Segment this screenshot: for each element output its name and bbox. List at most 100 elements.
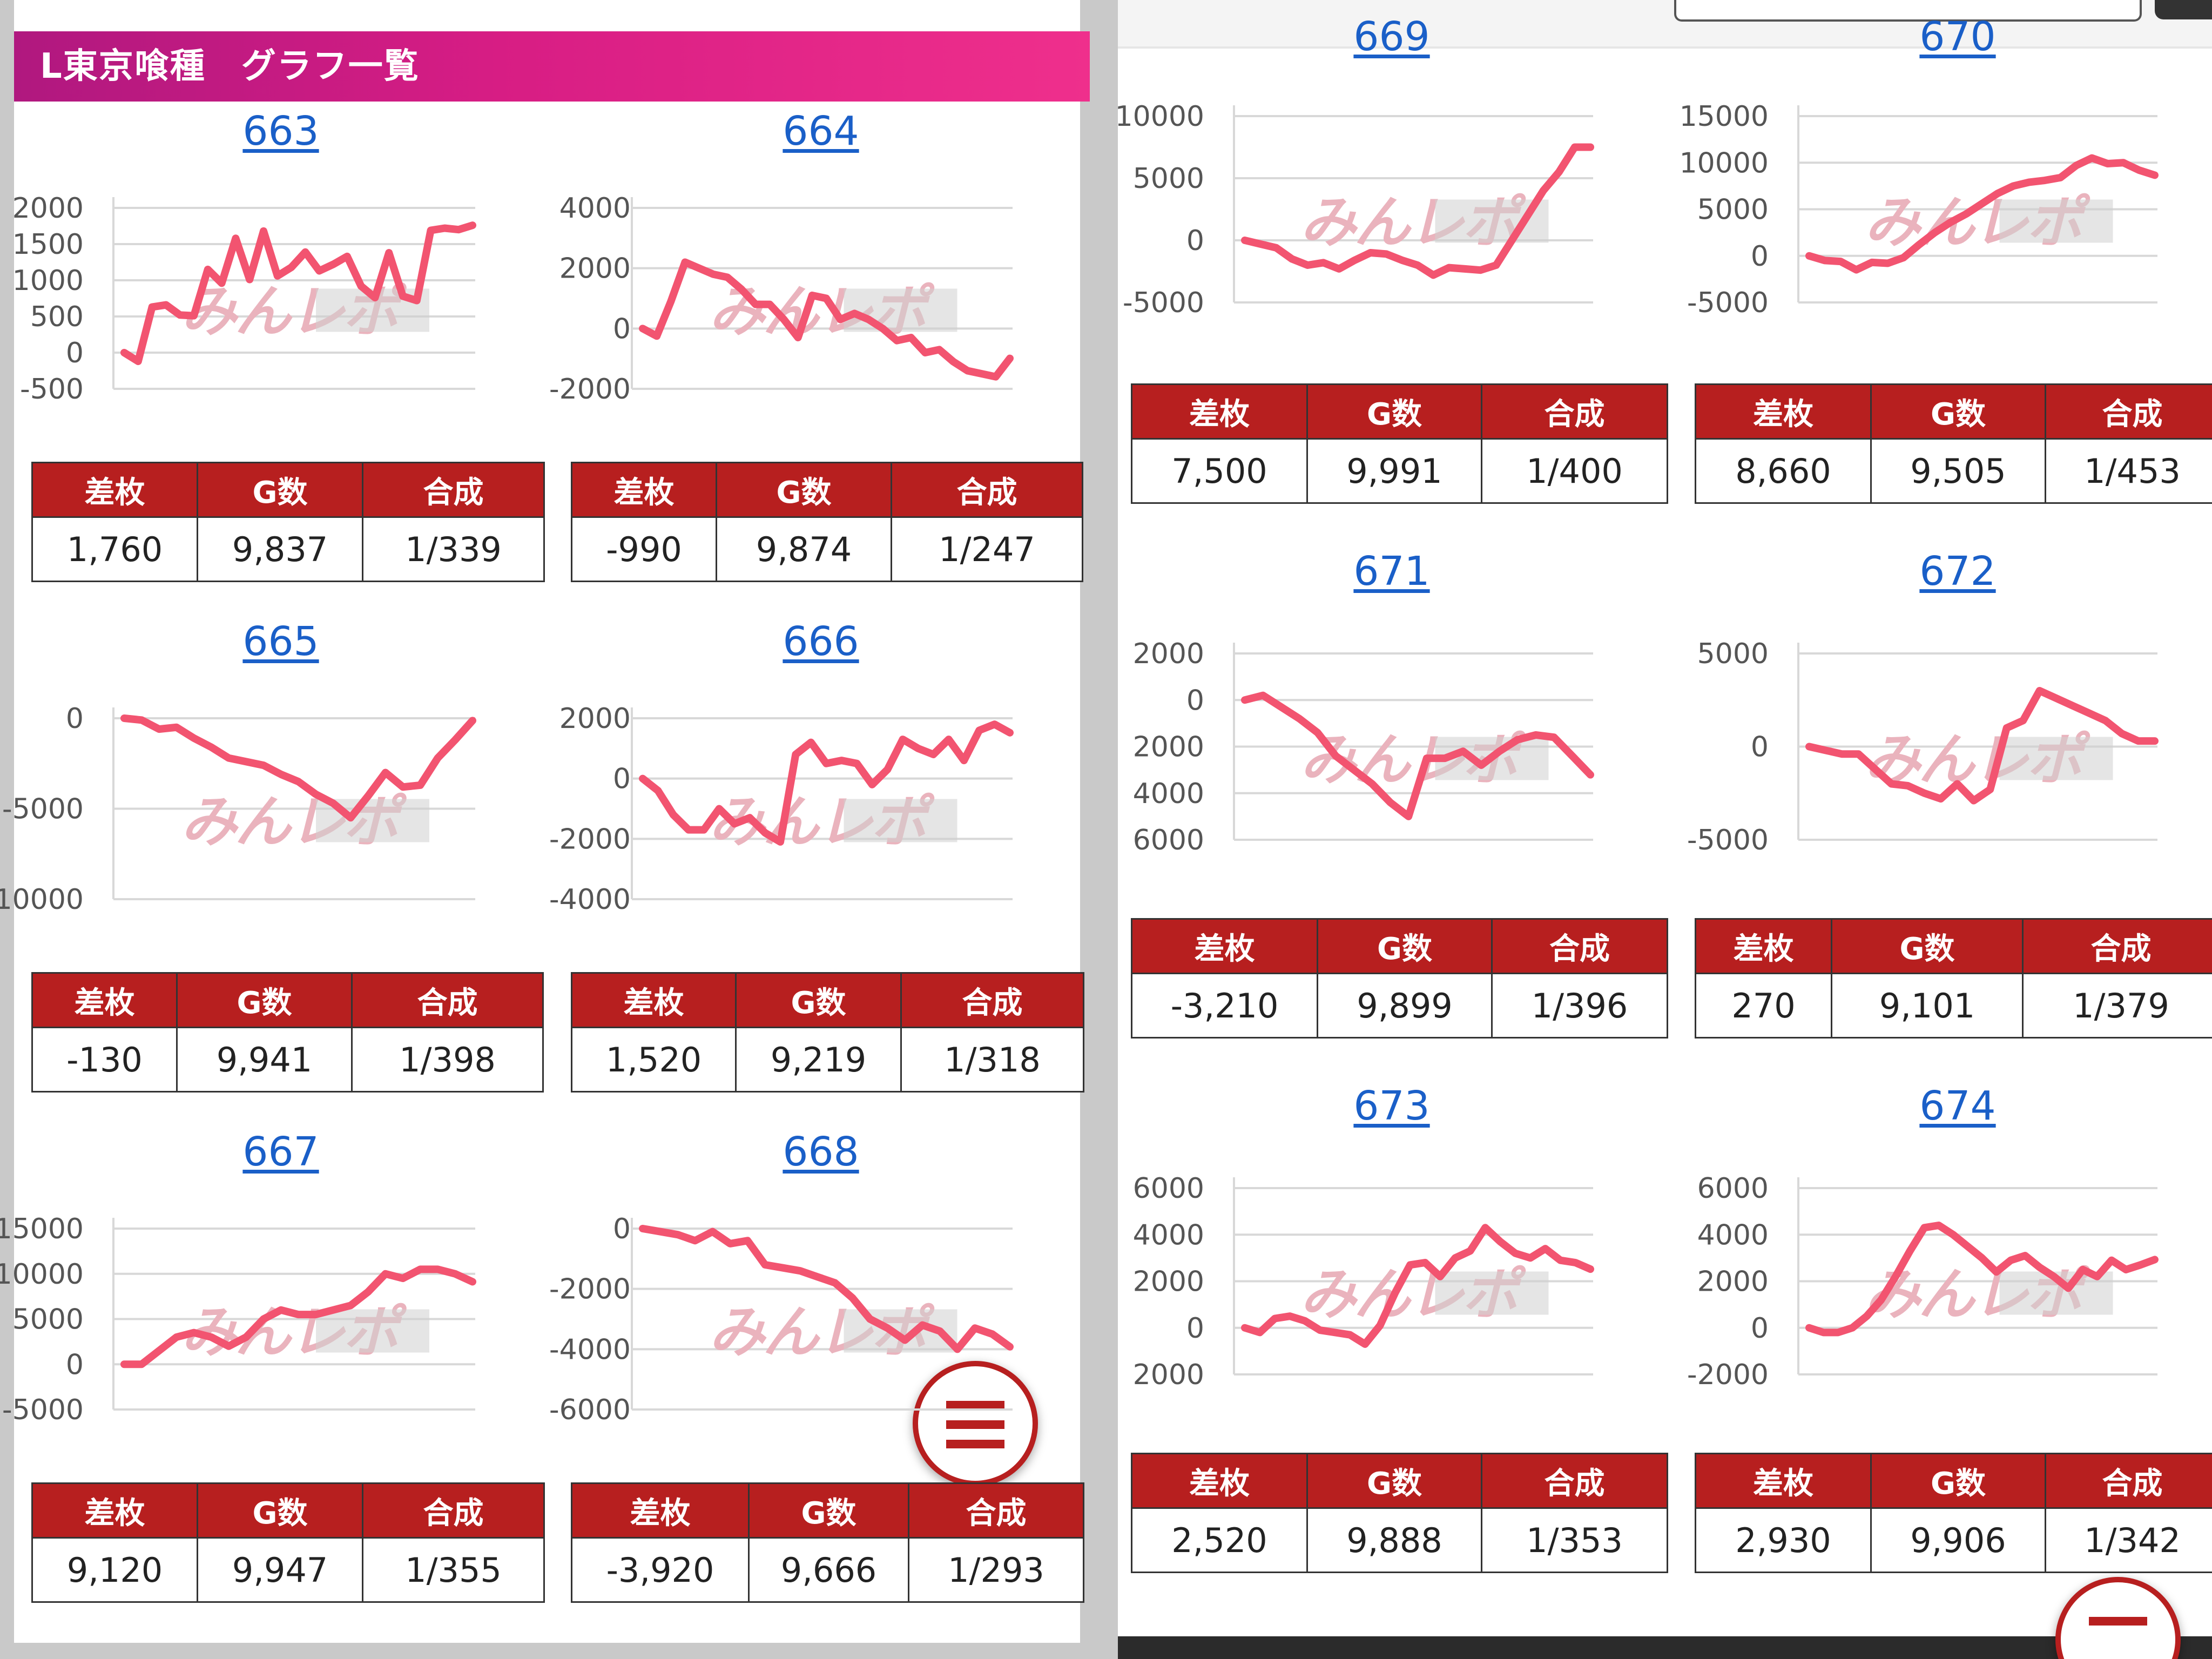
tick-label: -5000 (1687, 824, 1769, 857)
hamburger-icon (946, 1401, 1004, 1410)
stats-header-diff: 差枚 (1131, 1453, 1308, 1509)
stats-table: 差枚 G数 合成 2,520 9,888 1/353 (1131, 1453, 1668, 1573)
machine-number-link[interactable]: 672 (1919, 548, 1996, 595)
left-screen: L東京喰種 グラフ一覧 663 2000 1500 1000 500 0 -500 みんレポ差… (0, 0, 1094, 1659)
search-box[interactable] (1674, 0, 2142, 22)
stats-value-games: 9,941 (176, 1027, 353, 1092)
machine-number-link[interactable]: 669 (1353, 14, 1430, 60)
stats-value-row: 270 9,101 1/379 (1695, 973, 2212, 1038)
tick-label: 6000 (1133, 824, 1204, 857)
stats-value-row: 7,500 9,991 1/400 (1131, 438, 1668, 504)
tick-label: 4000 (1133, 778, 1204, 810)
menu-button-partial[interactable] (2055, 1577, 2181, 1659)
tick-label: 5000 (1133, 163, 1204, 195)
machine-number-link[interactable]: 674 (1919, 1083, 1996, 1129)
machine-number-link[interactable]: 664 (783, 108, 859, 154)
tick-label: 2000 (12, 192, 84, 225)
machine-number-link[interactable]: 663 (242, 108, 319, 154)
menu-button[interactable] (913, 1361, 1038, 1486)
series-line (639, 258, 1014, 381)
stats-value-rate: 1/355 (362, 1537, 545, 1603)
tick-label: 0 (1751, 1312, 1769, 1345)
stats-header-games: G数 (197, 462, 363, 518)
stats-header-games: G数 (176, 972, 353, 1028)
hamburger-icon (946, 1420, 1004, 1429)
tick-label: -5000 (1687, 287, 1769, 319)
machine-number-link[interactable]: 670 (1919, 14, 1996, 60)
tick-label: 0 (613, 1213, 631, 1245)
tick-label: 0 (1751, 240, 1769, 273)
tick-label: 1500 (12, 228, 84, 261)
tick-label: -6000 (549, 1394, 631, 1426)
tick-label: 2000 (1133, 1266, 1204, 1298)
stats-value-rate: 1/353 (1481, 1507, 1668, 1573)
stats-value-diff: 1,520 (571, 1027, 737, 1092)
stats-value-games: 9,874 (716, 516, 892, 582)
stats-value-row: -990 9,874 1/247 (571, 516, 1083, 582)
tick-label: 2000 (1133, 731, 1204, 764)
stats-header-rate: 合成 (1481, 383, 1668, 440)
stats-header-rate: 合成 (1491, 918, 1668, 974)
stats-table: 差枚 G数 合成 1,760 9,837 1/339 (31, 462, 545, 582)
machine-number-link[interactable]: 665 (242, 618, 319, 665)
stats-value-row: 9,120 9,947 1/355 (31, 1537, 545, 1603)
stats-value-diff: 1,760 (31, 516, 198, 582)
hamburger-icon (2089, 1617, 2147, 1626)
stats-header-diff: 差枚 (31, 972, 178, 1028)
stats-header-rate: 合成 (2022, 918, 2212, 974)
stats-header-rate: 合成 (2045, 383, 2212, 440)
stats-value-diff: -3,920 (571, 1537, 750, 1603)
stats-value-diff: 7,500 (1131, 438, 1308, 504)
stats-header-diff: 差枚 (1131, 918, 1318, 974)
stats-header-games: G数 (1306, 383, 1482, 440)
stats-header-games: G数 (1306, 1453, 1482, 1509)
stats-header-diff: 差枚 (571, 972, 737, 1028)
stats-value-rate: 1/398 (351, 1027, 544, 1092)
stats-header-diff: 差枚 (571, 1482, 750, 1539)
series-line (1241, 143, 1594, 279)
stats-value-row: -3,210 9,899 1/396 (1131, 973, 1668, 1038)
tick-label: 2000 (1133, 1359, 1204, 1391)
series-line (639, 1225, 1014, 1353)
tick-label: 0 (613, 313, 631, 345)
stats-header-rate: 合成 (908, 1482, 1084, 1539)
stats-value-games: 9,888 (1306, 1507, 1482, 1573)
page-title: L東京喰種 グラフ一覧 (14, 31, 1090, 102)
watermark-logo (1999, 737, 2113, 780)
series-line (120, 221, 476, 366)
tick-label: 15000 (0, 1213, 84, 1245)
stats-value-games: 9,666 (748, 1537, 909, 1603)
series-line (120, 1265, 476, 1368)
machine-number-link[interactable]: 671 (1353, 548, 1430, 595)
machine-number-link[interactable]: 673 (1353, 1083, 1430, 1129)
top-button[interactable] (2155, 0, 2212, 19)
tick-label: 5000 (1697, 194, 1769, 226)
stats-header-row: 差枚 G数 合成 (31, 462, 545, 518)
stats-value-diff: -3,210 (1131, 973, 1318, 1038)
tick-label: 6000 (1697, 1172, 1769, 1205)
frame-bottom (0, 1643, 1094, 1659)
machine-number-link[interactable]: 668 (783, 1129, 859, 1175)
stats-value-games: 9,991 (1306, 438, 1482, 504)
series-line (1241, 691, 1594, 820)
watermark-logo (1435, 1271, 1549, 1315)
tick-label: 10000 (0, 1258, 84, 1291)
frame-left (0, 0, 14, 1659)
stats-header-games: G数 (1870, 1453, 2046, 1509)
series-line (120, 714, 476, 822)
tick-label: -10000 (0, 884, 84, 916)
stats-value-rate: 1/396 (1491, 973, 1668, 1038)
machine-number-link[interactable]: 666 (783, 618, 859, 665)
stats-table: 差枚 G数 合成 7,500 9,991 1/400 (1131, 383, 1668, 504)
tick-label: 1000 (12, 265, 84, 297)
stats-table: 差枚 G数 合成 2,930 9,906 1/342 (1695, 1453, 2212, 1573)
watermark-logo (1999, 199, 2113, 243)
stats-value-rate: 1/379 (2022, 973, 2212, 1038)
machine-number-link[interactable]: 667 (242, 1129, 319, 1175)
stats-table: 差枚 G数 合成 8,660 9,505 1/453 (1695, 383, 2212, 504)
